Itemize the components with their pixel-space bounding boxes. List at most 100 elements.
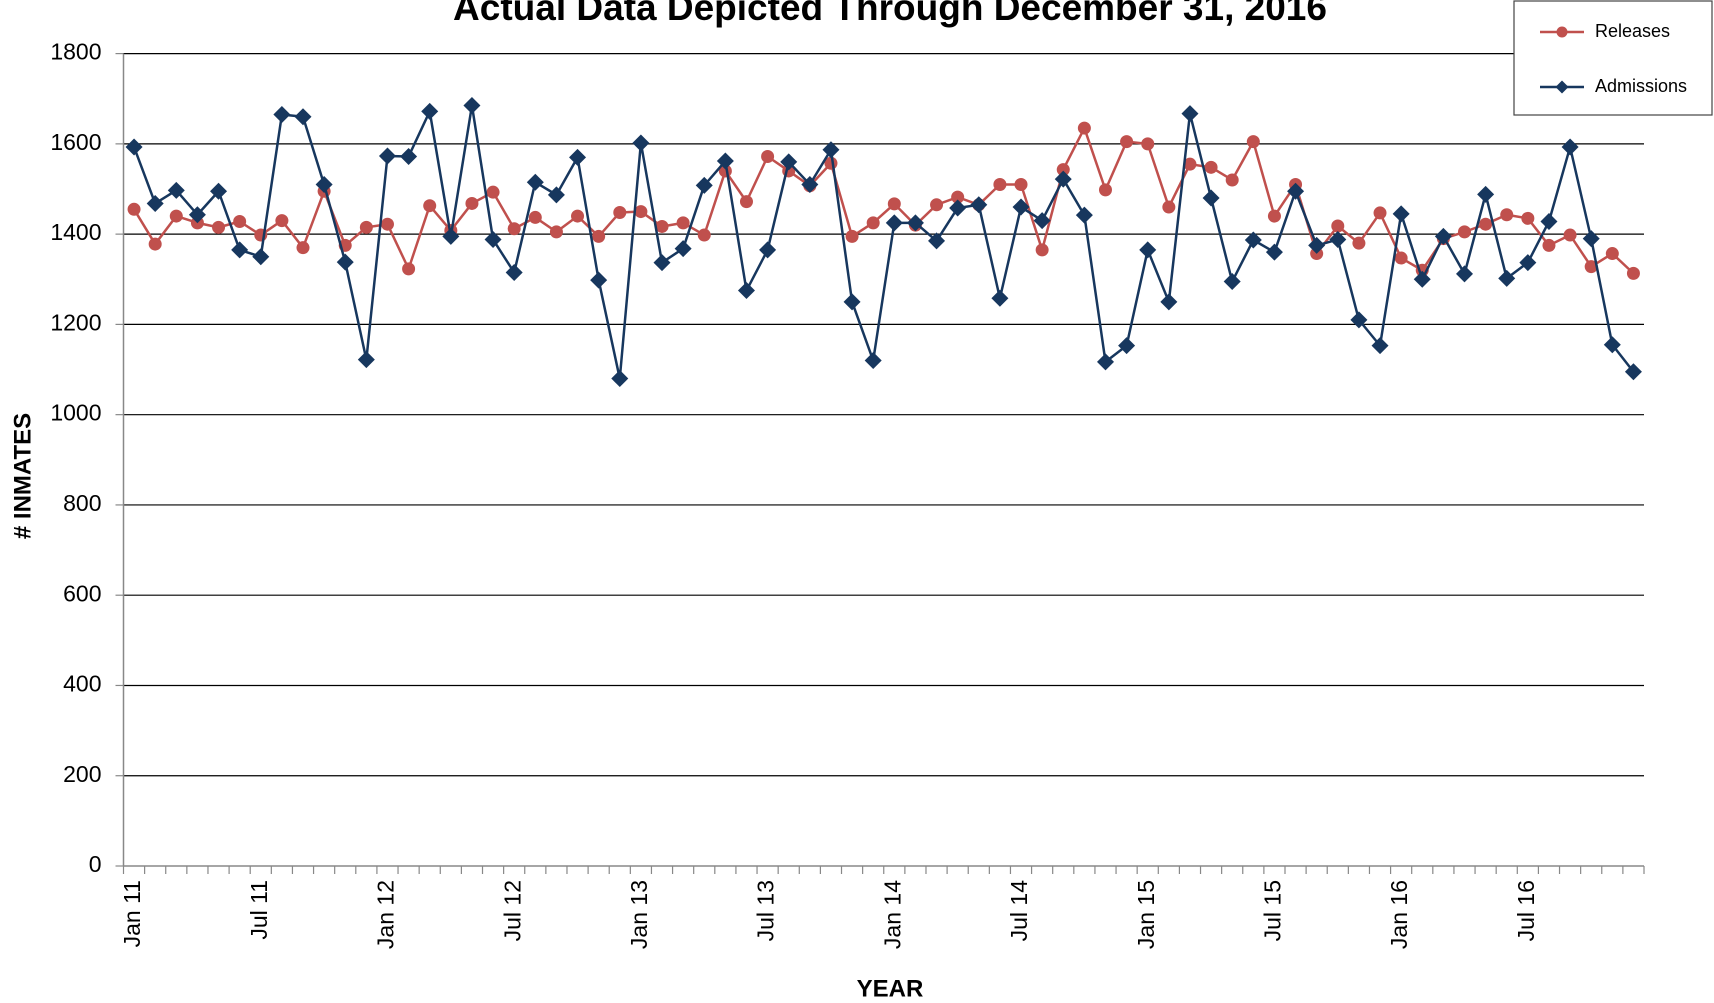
diamond-marker [294,108,312,126]
y-tick-label: 400 [63,671,101,697]
circle-marker [676,216,690,230]
diamond-marker [1540,212,1558,230]
diamond-marker [1392,205,1410,223]
diamond-marker [231,241,249,259]
diamond-marker [653,254,671,272]
diamond-marker [1033,212,1051,230]
x-tick-label: Jul 14 [1006,880,1032,942]
circle-marker [380,217,394,231]
circle-marker [275,214,289,228]
diamond-marker [1477,185,1495,203]
circle-marker [212,220,226,234]
series [125,97,1642,388]
diamond-marker [1413,270,1431,288]
diamond-marker [1181,105,1199,123]
circle-marker [1352,236,1366,250]
diamond-marker [695,176,713,194]
y-tick-label: 200 [63,761,101,787]
circle-marker [549,225,563,239]
series-line [132,126,1635,275]
circle-marker [1225,173,1239,187]
diamond-marker [569,148,587,166]
y-tick-label: 1600 [50,129,101,155]
diamond-marker [400,148,418,166]
y-tick-label: 1000 [50,400,101,426]
circle-marker [1479,217,1493,231]
diamond-marker [759,241,777,259]
diamond-marker [1244,231,1262,249]
y-tick-label: 1200 [50,309,101,335]
diamond-marker [970,196,988,214]
circle-marker [1563,228,1577,242]
circle-marker [1267,209,1281,223]
legend-box [1513,0,1713,116]
circle-marker [1077,121,1091,135]
diamond-marker [1371,337,1389,355]
circle-marker [1120,135,1134,149]
circle-marker [1542,238,1556,252]
diamond-marker [1202,189,1220,207]
diamond-marker [611,370,629,388]
diamond-marker [1139,241,1157,259]
diamond-marker [1223,273,1241,291]
diamond-marker [505,263,523,281]
circle-marker [993,177,1007,191]
diamond-marker [357,351,375,369]
diamond-marker [1265,243,1283,261]
diamond-marker [1455,265,1473,283]
diamond-marker [210,182,228,200]
diamond-marker [737,282,755,300]
diamond-marker [442,227,460,245]
diamond-marker [674,240,692,258]
diamond-marker [315,175,333,193]
diamond-marker [632,134,650,152]
diamond-marker [1582,230,1600,248]
circle-marker [402,262,416,276]
diamond-marker [801,175,819,193]
circle-marker [1373,206,1387,220]
circle-marker [507,222,521,236]
diamond-marker [146,194,164,212]
circle-marker [592,229,606,243]
diamond-marker [526,173,544,191]
circle-marker [359,220,373,234]
circle-marker [739,195,753,209]
circle-marker [1035,243,1049,257]
circle-marker [127,202,141,216]
diamond-marker [1054,170,1072,188]
x-axis-label: YEAR [857,975,924,1002]
diamond-marker [125,138,143,156]
circle-marker [887,197,901,211]
diamond-marker [188,206,206,224]
circle-marker [1521,211,1535,225]
diamond-marker [421,102,439,120]
y-tick-label: 1800 [50,39,101,65]
x-tick-label: Jan 16 [1386,880,1412,949]
circle-marker [634,205,648,219]
x-tick-label: Jul 13 [753,880,779,941]
circle-marker [233,214,247,228]
series-line [132,104,1635,380]
diamond-marker [1160,293,1178,311]
diamond-marker [822,141,840,159]
diamond-marker [949,199,967,217]
circle-marker [845,229,859,243]
x-tick-label: Jan 15 [1133,880,1159,949]
circle-marker [1098,183,1112,197]
circle-marker [951,190,965,204]
circle-marker [1204,160,1218,174]
diamond-marker [1561,138,1579,156]
circle-marker [571,209,585,223]
chart-title: Actual Data Depicted Through December 31… [453,0,1327,28]
diamond-marker [336,253,354,271]
x-tick-label: Jan 13 [626,880,652,949]
circle-marker [761,150,775,164]
diamond-marker [928,232,946,250]
x-tick-label: Jan 14 [879,880,905,949]
diamond-marker [1434,227,1452,245]
diamond-marker [1096,353,1114,371]
circle-marker [1605,247,1619,261]
circle-marker [1584,260,1598,274]
diamond-marker [167,181,185,199]
